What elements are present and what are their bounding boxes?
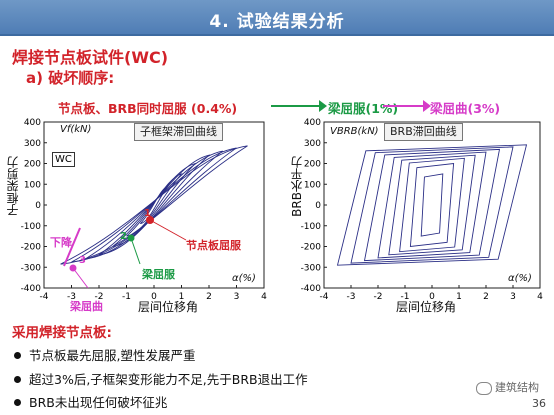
x-tick-label: 2 [206, 292, 212, 302]
x-tick-label: 3 [510, 292, 516, 302]
slide-title: 4. 试验结果分析 [209, 12, 345, 32]
note-item: BRB未出现任何破坏征兆 [14, 392, 167, 411]
x-tick-label: 3 [234, 292, 240, 302]
x-tick-label: -3 [347, 292, 356, 302]
y-tick-label: -400 [301, 284, 322, 294]
marker-2-label: 2 [120, 231, 127, 242]
sequence-step-2: 梁屈服(1%) [328, 101, 399, 116]
y-tick-label: 300 [304, 139, 321, 149]
left-chart-xlabel: 层间位移角 [138, 300, 199, 314]
notes-heading: 采用焊接节点板: [12, 325, 112, 341]
hysteresis-loop [388, 154, 476, 256]
y-tick-label: 200 [24, 160, 41, 170]
y-tick-label: 0 [35, 201, 41, 211]
marker-3-label: 3 [79, 255, 86, 266]
x-tick-label: -1 [122, 292, 131, 302]
note-item: 超过3%后,子框架变形能力不足,先于BRB退出工作 [14, 369, 308, 388]
beam-buckle-label: 梁屈曲 [70, 300, 103, 313]
hysteresis-loop [399, 157, 465, 253]
left-chart-ylabel: 子框架剪力 [6, 156, 20, 216]
wechat-icon [476, 381, 492, 395]
x-tick-label: -1 [401, 292, 410, 302]
bullet-icon [14, 352, 21, 359]
left-chart-svg: -4 -3 -2 -1 0 1 2 3 4 400 300 200 100 0 -100 -200 -300 -4… [21, 118, 268, 302]
y-tick-label: 200 [304, 160, 321, 170]
beam-yield-label: 梁屈服 [142, 268, 175, 281]
y-tick-label: 100 [24, 180, 41, 190]
right-chart-ylabel: BRB水平力 [290, 156, 304, 217]
right-chart-y-unit: VBRB(kN) [330, 126, 379, 137]
hysteresis-loop [85, 150, 224, 260]
y-tick-label: 400 [304, 118, 321, 128]
y-tick-label: -200 [21, 243, 42, 253]
y-tick-label: -200 [301, 243, 322, 253]
y-tick-label: 400 [24, 118, 41, 128]
y-tick-label: -100 [21, 222, 42, 232]
page-number: 36 [532, 397, 546, 410]
x-tick-label: 4 [537, 292, 543, 302]
y-tick-label: -100 [301, 222, 322, 232]
drop-label: 下降 [50, 236, 72, 249]
hysteresis-loop [350, 146, 514, 264]
x-tick-label: 1 [456, 292, 462, 302]
leader-1 [149, 219, 187, 241]
x-tick-label: -2 [95, 292, 104, 302]
sequence-step-3: 梁屈曲(3%) [430, 101, 501, 116]
x-tick-label: 0 [429, 292, 435, 302]
left-chart-x-unit: α(%) [232, 273, 256, 284]
drop-arrow [63, 227, 81, 267]
gusset-yield-label: 节点板屈服 [186, 239, 241, 252]
y-tick-label: 100 [304, 180, 321, 190]
right-chart-tag: BRB滞回曲线 [384, 123, 463, 141]
x-tick-label: -3 [67, 292, 76, 302]
hysteresis-loop [409, 162, 455, 248]
right-chart-xlabel: 层间位移角 [396, 300, 457, 314]
watermark: 建筑结构 [476, 379, 539, 395]
specimen-box: WC [52, 152, 75, 167]
x-tick-label: -2 [374, 292, 383, 302]
x-tick-label: 0 [151, 292, 157, 302]
y-tick-label: -300 [21, 263, 42, 273]
hysteresis-loop [60, 145, 248, 265]
title-banner: 4. 试验结果分析 [0, 0, 554, 36]
y-tick-label: -300 [301, 263, 322, 273]
bullet-icon [14, 399, 21, 406]
bullet-icon [14, 376, 21, 383]
x-tick-label: 1 [179, 292, 185, 302]
y-tick-label: -400 [21, 284, 42, 294]
specimen-heading: 焊接节点板试件(WC) [12, 48, 169, 67]
x-tick-label: -4 [40, 292, 49, 302]
y-tick-label: 0 [315, 201, 321, 211]
sequence-arrow-2 [383, 100, 431, 112]
brb-hysteresis-chart: BRB水平力 -4 -3 -2 -1 0 1 2 3 4 400 300 200 100 0 -100 -20… [276, 116, 554, 316]
sequence-step-1: 节点板、BRB同时屈服 (0.4%) [58, 101, 238, 116]
right-chart-svg: -4 -3 -2 -1 0 1 2 3 4 400 300 200 100 0 -100 -200 -300 -4… [301, 118, 544, 302]
right-chart-x-unit: α(%) [508, 273, 532, 284]
subframe-hysteresis-chart: 子框架剪力 -4 -3 -2 -1 0 1 2 3 4 400 300 200 100 0 -100 -200… [0, 116, 276, 316]
left-chart-y-unit: Vf(kN) [60, 124, 92, 135]
y-tick-label: 300 [24, 139, 41, 149]
sequence-arrow-1 [271, 100, 327, 112]
marker-1-label: 1 [144, 208, 151, 219]
note-item: 节点板最先屈服,塑性发展严重 [14, 345, 195, 364]
leader-3 [72, 267, 89, 289]
failure-sequence-heading: a) 破坏顺序: [26, 69, 115, 87]
hysteresis-loop [420, 173, 444, 237]
left-chart-tag: 子框架滞回曲线 [134, 123, 223, 141]
hysteresis-loop [363, 148, 501, 262]
x-tick-label: 4 [261, 292, 267, 302]
hysteresis-loop [377, 151, 487, 259]
leader-2 [130, 237, 141, 265]
x-tick-label: -4 [320, 292, 329, 302]
hysteresis-loop [336, 144, 528, 266]
x-tick-label: 2 [483, 292, 489, 302]
